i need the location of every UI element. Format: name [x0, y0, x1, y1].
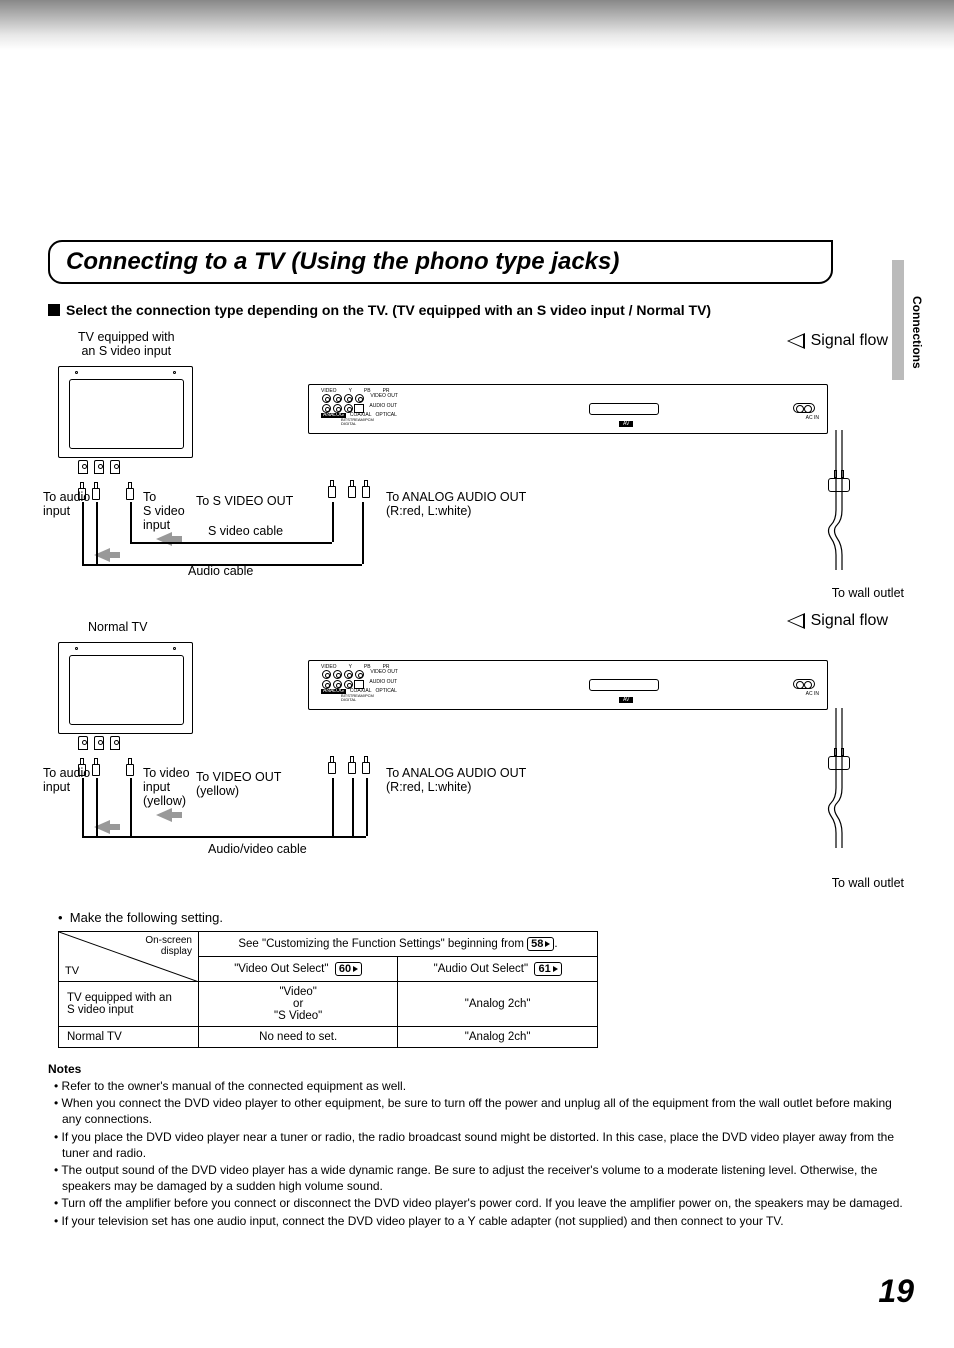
- to-wall-outlet-2: To wall outlet: [832, 876, 904, 890]
- plug-icon: [362, 756, 370, 774]
- cell-tv-normal: Normal TV: [59, 1027, 199, 1048]
- flow-arrow-icon: [787, 333, 805, 349]
- cell-audio-svideo: "Analog 2ch": [398, 982, 598, 1027]
- cell-audio-normal: "Analog 2ch": [398, 1027, 598, 1048]
- cell-tv-svideo: TV equipped with an S video input: [59, 982, 199, 1027]
- page-number: 19: [878, 1273, 914, 1310]
- to-svideo-input-1: To S video input: [143, 490, 185, 532]
- diagram-svideo: TV equipped with an S video input VIDEO …: [48, 330, 906, 610]
- main-heading-box: Connecting to a TV (Using the phono type…: [48, 240, 833, 284]
- plug-icon: [92, 758, 100, 776]
- tv-rca-jacks-2: [78, 736, 120, 750]
- to-wall-outlet-1: To wall outlet: [832, 586, 904, 600]
- table-row: TV equipped with an S video input "Video…: [59, 982, 598, 1027]
- dvd-conn-labels-2: VIDEO Y PB PR VIDEO OUT AUDIO OUT ANALOG…: [321, 665, 398, 702]
- notes-section: Notes Refer to the owner's manual of the…: [48, 1062, 906, 1229]
- plug-icon: [92, 482, 100, 500]
- page-ref-60: 60: [335, 962, 362, 976]
- subheading: Select the connection type depending on …: [66, 302, 711, 318]
- av-label-1: AV: [619, 421, 633, 427]
- signal-flow-label: Signal flow: [811, 332, 888, 350]
- notes-title: Notes: [48, 1062, 906, 1076]
- diag-header-onscreen: On-screen display: [145, 935, 192, 957]
- header-gradient-band: [0, 0, 954, 50]
- plug-icon: [348, 480, 356, 498]
- plug-icon: [328, 756, 336, 774]
- note-item: If your television set has one audio inp…: [54, 1213, 906, 1229]
- tv-box-1: [58, 366, 193, 458]
- plug-icon: [126, 758, 134, 776]
- cell-video-svideo: "Video" or "S Video": [199, 982, 398, 1027]
- setting-line: • Make the following setting.: [58, 910, 906, 925]
- tv-rca-jacks-1: [78, 460, 120, 474]
- dvd-slot-1: [589, 403, 659, 415]
- note-item: Refer to the owner's manual of the conne…: [54, 1078, 906, 1094]
- signal-flow-2: Signal flow: [787, 612, 888, 630]
- bullet-square-icon: [48, 304, 60, 316]
- note-item: Turn off the amplifier before you connec…: [54, 1195, 906, 1211]
- side-tab-label: Connections: [910, 296, 924, 369]
- power-cord-1: [816, 430, 856, 580]
- ac-in-socket-2: [793, 679, 815, 689]
- settings-table: On-screen display TV See "Customizing th…: [58, 931, 598, 1048]
- wall-plug-icon-2: [828, 748, 850, 766]
- to-video-out-2: To VIDEO OUT (yellow): [196, 770, 281, 798]
- signal-flow-label: Signal flow: [811, 612, 888, 630]
- to-analog-audio-out-2: To ANALOG AUDIO OUT (R:red, L:white): [386, 766, 526, 794]
- tv-label-1: TV equipped with an S video input: [78, 330, 175, 358]
- dvd-conn-labels-1: VIDEO Y PB PR VIDEO OUT AUDIO OUT ANALOG…: [321, 389, 398, 426]
- plug-icon: [328, 480, 336, 498]
- to-analog-audio-out-1: To ANALOG AUDIO OUT (R:red, L:white): [386, 490, 526, 518]
- subheading-row: Select the connection type depending on …: [48, 302, 906, 318]
- av-cable-2: Audio/video cable: [208, 842, 307, 856]
- signal-flow-1: Signal flow: [787, 332, 888, 350]
- flow-arrow-icon: [787, 613, 805, 629]
- ac-in-socket-1: [793, 403, 815, 413]
- diagram-normaltv: Normal TV VIDEO Y PB PR VIDEO OUT: [48, 620, 906, 900]
- main-heading: Connecting to a TV (Using the phono type…: [66, 248, 815, 276]
- note-item: When you connect the DVD video player to…: [54, 1095, 906, 1127]
- audio-cable-1: Audio cable: [188, 564, 253, 578]
- to-svideo-out-1: To S VIDEO OUT: [196, 494, 293, 508]
- dvd-slot-2: [589, 679, 659, 691]
- page-ref-58: 58: [527, 937, 554, 951]
- acin-label-1: AC IN: [806, 415, 819, 421]
- see-customizing: See "Customizing the Function Settings" …: [238, 938, 524, 950]
- note-item: If you place the DVD video player near a…: [54, 1129, 906, 1161]
- to-video-input-2: To video input (yellow): [143, 766, 190, 808]
- col-audio-out: "Audio Out Select": [434, 963, 528, 975]
- power-cord-2: [816, 708, 856, 858]
- dvd-box-1: VIDEO Y PB PR VIDEO OUT AUDIO OUT ANALOG…: [308, 384, 828, 434]
- table-row: Normal TV No need to set. "Analog 2ch": [59, 1027, 598, 1048]
- plug-icon: [362, 480, 370, 498]
- svideo-cable-1: S video cable: [208, 524, 283, 538]
- plug-icon: [126, 482, 134, 500]
- dvd-box-2: VIDEO Y PB PR VIDEO OUT AUDIO OUT ANALOG…: [308, 660, 828, 710]
- note-item: The output sound of the DVD video player…: [54, 1162, 906, 1194]
- page-ref-61: 61: [534, 962, 561, 976]
- cell-video-normal: No need to set.: [199, 1027, 398, 1048]
- acin-label-2: AC IN: [806, 691, 819, 697]
- plug-icon: [348, 756, 356, 774]
- av-label-2: AV: [619, 697, 633, 703]
- tv-box-2: [58, 642, 193, 734]
- tv-label-2: Normal TV: [88, 620, 148, 634]
- grey-arrow-icon: [156, 808, 172, 822]
- wall-plug-icon-1: [828, 470, 850, 488]
- col-video-out: "Video Out Select": [234, 963, 328, 975]
- diag-header-tv: TV: [65, 965, 79, 977]
